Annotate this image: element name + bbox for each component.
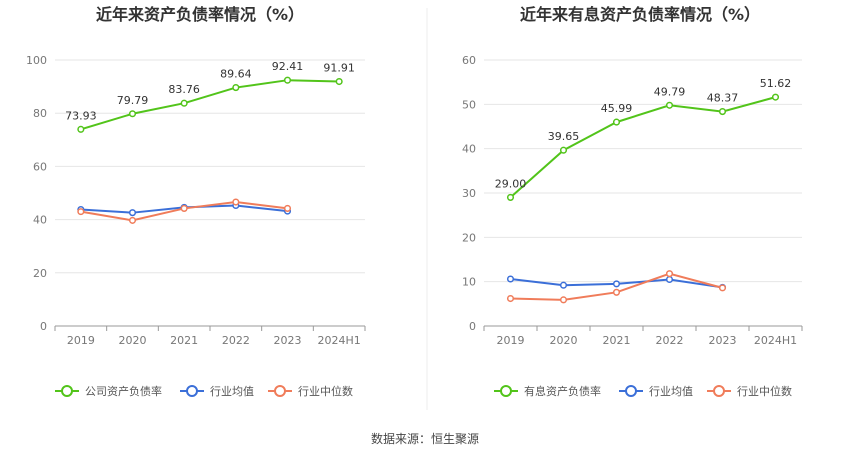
y-tick-label: 10 [462,276,476,289]
data-point [506,294,515,303]
data-label: 91.91 [323,62,355,75]
data-label: 92.41 [272,60,304,73]
data-point [506,193,515,201]
y-tick-label: 50 [462,98,476,111]
legend-marker [186,385,198,397]
legend-marker [713,385,725,397]
data-point [665,275,674,284]
data-label: 73.93 [65,109,97,122]
data-label: 45.99 [601,102,633,115]
data-point [506,275,515,283]
legend-item[interactable]: 有息资产负债率 [494,384,601,398]
x-tick-label: 2024H1 [318,334,361,347]
x-tick-label: 2022 [656,334,684,347]
legend-label: 有息资产负债率 [524,384,601,398]
y-tick-label: 40 [33,214,47,227]
legend-label: 行业均值 [649,385,693,398]
y-tick-label: 100 [26,54,47,67]
series-line [80,79,340,131]
y-tick-label: 20 [33,267,47,280]
data-point [335,77,343,86]
y-tick-label: 60 [462,54,476,67]
data-point [283,76,292,84]
x-tick-label: 2023 [709,334,737,347]
data-point [665,270,674,278]
data-label: 49.79 [654,85,686,98]
legend-marker [274,385,286,397]
data-point [718,284,727,292]
legend-item[interactable]: 行业中位数 [707,384,792,398]
data-point [232,198,240,206]
data-point [77,208,85,216]
legend-item[interactable]: 公司资产负债率 [55,384,162,398]
data-label: 29.00 [495,177,527,190]
data-label: 51.62 [760,77,792,90]
chart-interest-debt-ratio: 近年来有息资产负债率情况（%） 0 10 20 30 40 50 60 2019 2020 202… [462,5,803,398]
legend-label: 公司资产负债率 [85,384,162,398]
x-tick-label: 2020 [119,334,147,347]
legend-item[interactable]: 行业中位数 [268,384,353,398]
x-tick-label: 2023 [274,334,302,347]
legend-marker [61,385,73,397]
data-point [665,101,674,109]
y-tick-label: 20 [462,231,476,244]
data-point [771,93,780,101]
legend-marker [500,385,512,397]
series-line [509,96,776,199]
data-point [612,280,621,288]
x-tick-label: 2024H1 [754,334,797,347]
data-point [559,281,568,289]
data-label: 48.37 [707,92,739,105]
data-point [559,296,568,304]
legend-item[interactable]: 行业均值 [180,385,254,398]
data-point [180,204,188,212]
data-point [559,146,568,154]
x-tick-label: 2020 [550,334,578,347]
data-point [283,204,292,212]
x-tick-label: 2022 [222,334,250,347]
legend-label: 行业中位数 [737,384,792,398]
legend-label: 行业均值 [210,385,254,398]
data-point [77,125,85,133]
legend-item[interactable]: 行业均值 [619,385,693,398]
data-point [612,118,621,126]
chart-debt-ratio: 近年来资产负债率情况（%） 0 20 40 60 80 100 2019 2020 2021 20… [26,5,366,398]
y-tick-label: 0 [469,320,476,333]
data-point [128,209,137,217]
data-label: 79.79 [117,94,149,107]
data-point [128,216,137,224]
data-point [128,110,137,118]
data-label: 89.64 [220,68,252,81]
data-point [180,99,188,107]
data-point [612,288,621,296]
data-point [718,108,727,116]
data-source: 数据来源：恒生聚源 [371,431,479,446]
y-tick-label: 0 [40,320,47,333]
y-tick-label: 30 [462,187,476,200]
y-tick-label: 40 [462,143,476,156]
legend-marker [625,385,637,397]
x-tick-label: 2019 [67,334,95,347]
data-label: 83.76 [168,83,200,96]
y-tick-label: 80 [33,107,47,120]
y-tick-label: 60 [33,160,47,173]
data-point [232,84,240,92]
data-label: 39.65 [548,130,580,143]
chart-title: 近年来有息资产负债率情况（%） [520,5,760,24]
legend-label: 行业中位数 [298,384,353,398]
chart-title: 近年来资产负债率情况（%） [96,5,304,24]
x-tick-label: 2019 [497,334,525,347]
x-tick-label: 2021 [603,334,631,347]
x-tick-label: 2021 [170,334,198,347]
